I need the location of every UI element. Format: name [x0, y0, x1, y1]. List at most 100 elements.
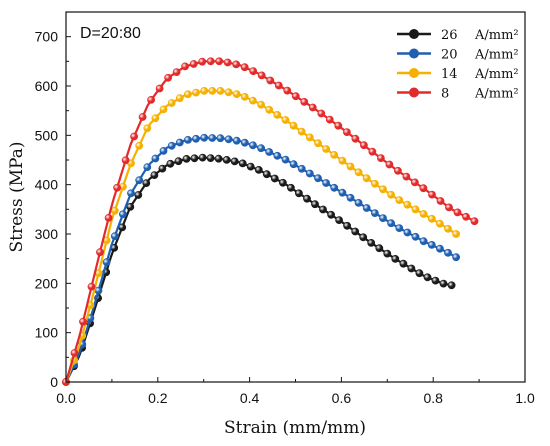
series-point-26: [230, 157, 239, 166]
series-point-20: [119, 210, 127, 219]
series-point-14: [297, 127, 306, 136]
series-point-14: [346, 162, 355, 171]
legend-marker-8: [409, 87, 419, 98]
legend-marker-20: [409, 48, 419, 59]
series-point-8: [385, 160, 394, 169]
series-point-8: [291, 92, 300, 101]
series-point-14: [257, 100, 265, 109]
series-point-8: [359, 141, 368, 150]
series-point-20: [232, 136, 241, 145]
series-point-14: [379, 185, 387, 194]
series-point-20: [411, 232, 420, 241]
y-tick-label: 0: [50, 374, 58, 390]
series-point-26: [254, 165, 263, 174]
y-tick-label: 300: [35, 226, 59, 242]
series-point-14: [240, 93, 249, 101]
series-point-26: [206, 154, 215, 162]
series-point-20: [322, 179, 330, 187]
y-tick-label: 100: [35, 325, 59, 341]
legend-unit: A/mm²: [474, 87, 519, 102]
series-point-8: [172, 68, 181, 76]
series-point-8: [70, 349, 79, 357]
series-point-26: [343, 221, 351, 230]
series-point-26: [415, 269, 424, 278]
series-point-14: [200, 87, 209, 95]
y-tick-label: 400: [35, 177, 59, 193]
series-point-8: [164, 73, 172, 82]
series-point-26: [270, 174, 279, 183]
series-point-14: [419, 210, 428, 218]
series-point-8: [393, 166, 402, 175]
series-point-20: [379, 214, 387, 222]
series-point-20: [273, 151, 282, 160]
series-point-20: [403, 228, 412, 237]
series-point-20: [387, 219, 395, 228]
series-point-8: [274, 81, 283, 90]
series-point-26: [335, 216, 343, 224]
series-point-14: [232, 90, 241, 98]
legend-unit: A/mm²: [474, 67, 519, 82]
series-point-8: [283, 86, 292, 95]
series-point-20: [395, 224, 404, 232]
series-point-8: [334, 121, 343, 130]
series-point-8: [181, 62, 189, 71]
series-point-8: [419, 184, 428, 193]
series-point-8: [232, 60, 241, 69]
series-point-26: [286, 183, 295, 192]
series-point-14: [183, 90, 192, 99]
x-tick-label: 0.8: [423, 390, 443, 406]
series-point-8: [240, 63, 249, 72]
series-point-8: [317, 109, 326, 118]
y-axis-title: Stress (MPa): [7, 142, 27, 253]
series-point-20: [305, 169, 314, 178]
series-point-26: [222, 155, 231, 164]
series-point-26: [303, 194, 311, 203]
series-point-20: [208, 134, 217, 142]
series-point-14: [143, 124, 152, 133]
series-point-14: [370, 179, 379, 188]
series-point-20: [289, 160, 298, 169]
series-point-20: [330, 183, 339, 192]
series-point-14: [330, 150, 339, 159]
series-point-8: [138, 113, 147, 121]
series-point-20: [370, 209, 379, 217]
series-point-26: [311, 200, 319, 209]
data-layer: [62, 57, 479, 386]
x-axis-title: Strain (mm/mm): [224, 418, 366, 438]
series-point-8: [130, 132, 138, 141]
series-point-20: [127, 189, 135, 198]
series-point-14: [175, 94, 184, 103]
series-point-26: [158, 164, 167, 173]
series-point-20: [183, 135, 192, 144]
series-point-20: [224, 135, 233, 144]
series-point-14: [216, 87, 225, 95]
series-point-20: [248, 141, 257, 150]
series-point-20: [419, 237, 428, 246]
series-point-26: [190, 154, 199, 163]
series-point-8: [342, 128, 351, 136]
series-point-14: [338, 156, 347, 165]
series-point-26: [407, 264, 416, 273]
series-point-8: [189, 60, 198, 68]
series-point-8: [249, 67, 258, 75]
legend-unit: A/mm²: [474, 28, 519, 43]
series-point-8: [428, 190, 436, 199]
series-point-26: [439, 279, 448, 288]
series-point-26: [399, 259, 408, 268]
x-tick-label: 0.4: [240, 390, 260, 406]
series-point-26: [246, 162, 255, 171]
series-point-14: [167, 99, 176, 107]
legend-label-26: 26: [441, 28, 458, 43]
series-point-26: [126, 202, 135, 211]
series-point-26: [142, 179, 151, 187]
series-point-8: [113, 183, 121, 192]
series-point-8: [300, 98, 309, 106]
x-axis: 0.0 0.2 0.4 0.6 0.8 1.0: [56, 377, 535, 406]
series-point-20: [167, 141, 176, 150]
series-point-8: [104, 213, 113, 222]
series-point-8: [155, 84, 164, 93]
x-tick-label: 0.0: [56, 390, 76, 406]
series-point-20: [192, 134, 200, 143]
series-point-26: [447, 281, 456, 290]
series-point-14: [444, 224, 452, 233]
